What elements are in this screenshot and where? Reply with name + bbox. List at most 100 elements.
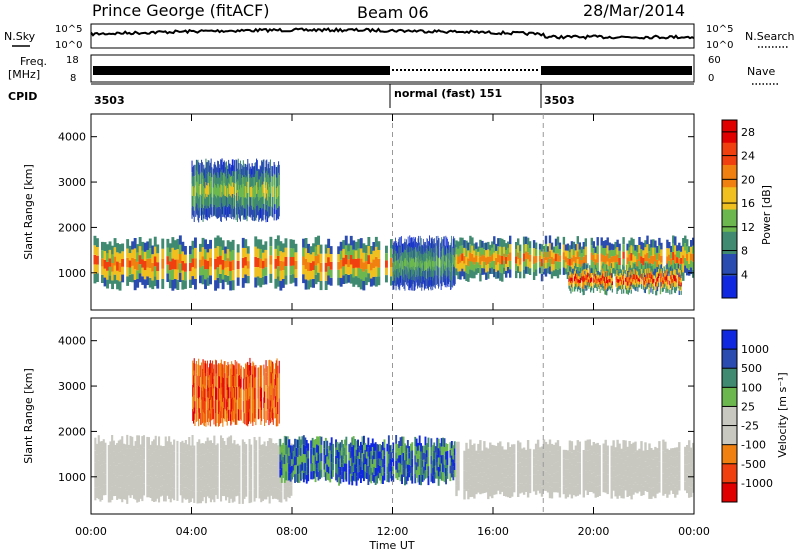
scatter-cell	[195, 175, 197, 186]
scatter-cell	[104, 474, 107, 485]
scatter-cell	[224, 409, 226, 422]
scatter-cell	[571, 284, 573, 288]
scatter-cell	[327, 459, 330, 467]
scatter-cell	[132, 488, 135, 499]
scatter-cell	[592, 248, 595, 255]
scatter-cell	[406, 252, 408, 261]
scatter-cell	[586, 483, 589, 495]
scatter-cell	[582, 249, 585, 257]
scatter-cell	[425, 269, 427, 278]
scatter-cell	[213, 475, 216, 489]
scatter-cell	[673, 282, 675, 287]
scatter-cell	[247, 170, 249, 182]
scatter-cell	[610, 466, 613, 478]
scatter-cell	[627, 290, 629, 295]
scatter-cell	[186, 455, 189, 467]
scatter-cell	[417, 238, 419, 248]
scatter-cell	[223, 463, 226, 475]
scatter-cell	[107, 479, 110, 491]
scatter-cell	[412, 265, 414, 274]
scatter-cell	[406, 275, 408, 283]
scatter-cell	[304, 269, 308, 280]
scatter-cell	[454, 238, 456, 248]
scatter-cell	[459, 271, 462, 280]
scatter-cell	[224, 162, 226, 174]
scatter-cell	[232, 159, 234, 171]
scatter-cell	[173, 259, 177, 270]
scatter-cell	[660, 277, 662, 283]
scatter-cell	[245, 475, 248, 487]
scatter-cell	[418, 435, 421, 446]
scatter-cell	[96, 238, 99, 247]
scatter-cell	[606, 484, 609, 495]
scatter-cell	[558, 268, 562, 275]
scatter-cell	[622, 269, 624, 275]
scatter-cell	[230, 391, 232, 403]
scatter-cell	[215, 186, 217, 197]
scatter-cell	[390, 466, 393, 475]
scatter-cell	[228, 409, 230, 421]
scatter-cell	[234, 206, 236, 218]
scatter-cell	[121, 462, 124, 476]
scatter-cell	[204, 373, 206, 386]
scatter-cell	[201, 247, 205, 257]
scatter-cell	[269, 193, 271, 205]
scatter-cell	[319, 461, 321, 471]
scatter-cell	[267, 168, 269, 180]
scatter-cell	[263, 464, 266, 477]
scatter-cell	[452, 279, 454, 288]
scatter-cell	[146, 267, 150, 277]
scatter-cell	[443, 236, 445, 246]
scatter-cell	[405, 258, 406, 267]
scatter-cell	[452, 257, 454, 267]
scatter-cell	[207, 414, 209, 426]
scatter-cell	[191, 258, 195, 268]
scatter-cell	[656, 246, 659, 253]
scatter-cell	[590, 278, 592, 283]
scatter-cell	[437, 266, 438, 276]
scatter-cell	[646, 268, 648, 274]
scatter-cell	[618, 474, 621, 486]
scatter-cell	[396, 261, 398, 269]
scatter-cell	[183, 465, 186, 477]
scatter-cell	[258, 449, 261, 462]
velocity-colorbar-tick-label: -100	[741, 439, 766, 452]
scatter-cell	[570, 452, 574, 465]
scatter-cell	[574, 276, 576, 282]
scatter-cell	[242, 184, 244, 196]
scatter-cell	[429, 276, 430, 288]
scatter-cell	[499, 462, 502, 474]
scatter-cell	[398, 279, 400, 290]
scatter-cell	[670, 266, 672, 271]
scatter-cell	[96, 476, 99, 488]
scatter-cell	[607, 279, 610, 283]
scatter-cell	[276, 167, 278, 178]
scatter-cell	[309, 271, 313, 280]
scatter-cell	[195, 361, 197, 374]
scatter-cell	[690, 457, 693, 468]
scatter-cell	[247, 388, 249, 401]
scatter-cell	[211, 187, 213, 198]
scatter-cell	[234, 373, 236, 386]
scatter-cell	[576, 251, 579, 260]
scatter-cell	[259, 365, 261, 376]
scatter-cell	[423, 271, 425, 281]
scatter-cell	[604, 282, 606, 289]
scatter-cell	[479, 461, 482, 473]
scatter-cell	[232, 364, 234, 376]
scatter-cell	[342, 444, 345, 452]
scatter-cell	[228, 204, 230, 215]
scatter-cell	[398, 239, 400, 250]
scatter-cell	[427, 456, 430, 467]
scatter-cell	[610, 243, 613, 250]
scatter-cell	[650, 468, 653, 479]
scatter-cell	[534, 484, 538, 495]
scatter-cell	[192, 205, 194, 216]
scatter-cell	[397, 268, 399, 278]
scatter-cell	[584, 450, 587, 461]
scatter-cell	[397, 253, 399, 262]
scatter-cell	[359, 248, 363, 259]
scatter-cell	[294, 277, 298, 287]
scatter-cell	[639, 282, 641, 285]
scatter-cell	[415, 276, 416, 287]
